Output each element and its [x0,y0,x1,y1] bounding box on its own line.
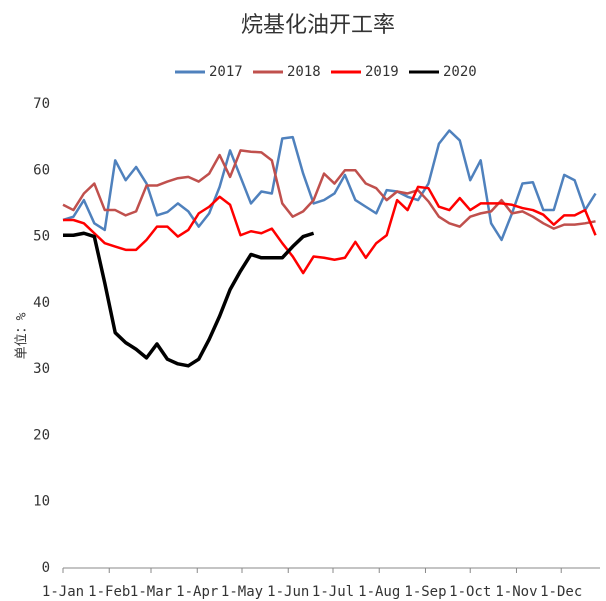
x-tick-label: 1-Jan [42,584,84,600]
y-tick-label: 50 [33,229,50,245]
series-line [63,185,597,275]
series-line [62,149,596,230]
x-tick-label: 1-Jul [312,584,354,600]
y-tick-label: 60 [33,162,50,178]
x-tick-label: 1-Aug [358,584,400,600]
series-line [63,231,315,368]
legend-label: 2018 [287,64,321,80]
x-tick-label: 1-Sep [404,584,446,600]
series-line [62,129,597,242]
x-tick-label: 1-May [221,584,263,600]
x-tick-label: 1-Feb [88,584,130,600]
y-tick-label: 40 [33,295,50,311]
y-tick-label: 30 [33,361,50,377]
y-tick-label: 20 [33,427,50,443]
y-tick-label: 0 [42,560,50,576]
chart-title: 烷基化油开工率 [241,13,395,38]
legend-label: 2019 [365,64,399,80]
x-tick-label: 1-Oct [449,584,491,600]
x-tick-label: 1-Dec [540,584,582,600]
legend-label: 2017 [209,64,243,80]
legend-label: 2020 [443,64,477,80]
y-tick-label: 10 [33,494,50,510]
x-tick-label: 1-Jun [267,584,309,600]
y-axis-label: 单位：% [15,312,30,359]
x-tick-label: 1-Apr [176,584,218,600]
x-tick-label: 1-Nov [495,584,537,600]
x-tick-label: 1-Mar [130,584,172,600]
y-tick-label: 70 [33,96,50,112]
